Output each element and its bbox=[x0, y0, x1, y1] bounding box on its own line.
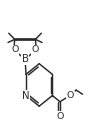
Text: O: O bbox=[31, 45, 39, 54]
Text: O: O bbox=[11, 45, 19, 54]
Text: O: O bbox=[67, 91, 74, 100]
Text: O: O bbox=[56, 112, 64, 121]
Text: B: B bbox=[22, 54, 29, 64]
Text: N: N bbox=[22, 91, 30, 101]
